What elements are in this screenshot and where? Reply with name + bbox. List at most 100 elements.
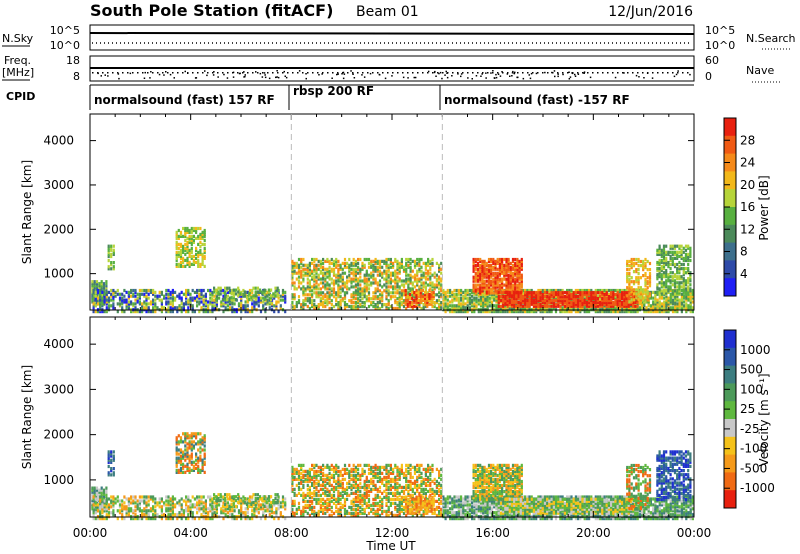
power-cell: [496, 283, 499, 287]
power-cell: [477, 298, 480, 302]
power-cell: [632, 295, 635, 299]
power-cell: [378, 299, 382, 303]
power-cell: [240, 298, 243, 302]
velocity-cell: [123, 507, 126, 511]
power-cell: [92, 290, 95, 294]
power-cell: [626, 261, 629, 266]
nave-dot: [617, 72, 619, 74]
power-cell: [295, 261, 298, 265]
velocity-cell: [145, 509, 148, 513]
power-cell: [343, 293, 347, 297]
power-cell: [428, 292, 431, 297]
velocity-cell: [91, 490, 94, 494]
velocity-cell: [127, 513, 130, 517]
power-cell: [543, 288, 547, 293]
power-cell: [229, 288, 232, 293]
power-cell: [630, 290, 633, 294]
power-cell: [638, 306, 641, 310]
power-cell: [207, 304, 210, 308]
power-cell: [601, 310, 604, 314]
power-cell: [201, 258, 204, 262]
power-cell: [621, 310, 624, 314]
power-cell: [328, 271, 331, 275]
power-cell: [175, 242, 178, 246]
power-cell: [654, 302, 657, 306]
power-cell: [682, 283, 685, 287]
power-cell: [490, 279, 493, 283]
power-cell: [492, 265, 495, 269]
power-cell: [415, 292, 418, 297]
power-cell: [348, 299, 351, 303]
power-cell: [660, 252, 663, 256]
power-cell: [411, 290, 414, 295]
power-cell: [389, 259, 392, 263]
power-cell: [250, 296, 253, 300]
power-cell: [337, 273, 340, 277]
power-cell: [405, 297, 408, 301]
power-cell: [330, 299, 333, 303]
power-cell: [644, 284, 647, 288]
power-cell: [308, 261, 311, 265]
power-cell: [394, 287, 397, 291]
power-cell: [483, 263, 486, 267]
power-cell: [496, 279, 499, 283]
power-cell: [514, 263, 517, 267]
power-cell: [169, 300, 172, 304]
power-cell: [378, 289, 382, 293]
velocity-cell: [138, 507, 141, 511]
power-cell: [199, 236, 202, 240]
power-cell: [621, 293, 624, 297]
power-cell: [687, 287, 690, 291]
power-cell: [541, 293, 544, 297]
power-cell: [350, 271, 353, 275]
power-cell: [94, 298, 97, 302]
power-cell: [107, 304, 111, 308]
power-cell: [370, 261, 373, 265]
power-cell: [570, 300, 573, 304]
power-cell: [352, 263, 355, 267]
power-cell: [507, 289, 510, 293]
power-cell: [691, 294, 694, 298]
power-cell: [145, 294, 148, 298]
power-cell: [354, 259, 357, 263]
power-cell: [546, 288, 549, 293]
power-cell: [518, 277, 521, 281]
power-cell: [516, 279, 519, 283]
power-cell: [291, 293, 294, 297]
power-cell: [107, 246, 110, 250]
power-cell: [557, 293, 560, 297]
power-cell: [691, 288, 694, 293]
power-cell: [507, 263, 510, 267]
power-cell: [685, 294, 688, 298]
power-cell: [689, 246, 692, 250]
power-cell: [451, 292, 454, 296]
velocity-cell: [121, 505, 124, 509]
power-cell: [381, 273, 384, 277]
power-cell: [324, 283, 327, 287]
power-cell: [596, 294, 600, 298]
power-cell: [687, 294, 690, 298]
power-cell: [484, 296, 487, 300]
power-cell: [405, 295, 408, 299]
power-cell: [322, 273, 325, 277]
power-cell: [424, 263, 427, 267]
nave-dot: [202, 72, 204, 74]
power-cell: [398, 297, 401, 301]
power-cell: [627, 295, 630, 299]
power-cell: [354, 275, 357, 279]
power-cell: [177, 246, 180, 250]
power-cell: [673, 265, 677, 269]
velocity-cell: [121, 499, 124, 503]
power-cell: [352, 285, 355, 289]
power-cell: [449, 300, 452, 304]
power-cell: [424, 303, 427, 307]
power-cell: [455, 292, 458, 296]
power-cell: [648, 280, 652, 284]
power-cell: [383, 259, 386, 263]
power-cell: [431, 304, 434, 309]
power-cell: [123, 310, 126, 314]
power-cell: [673, 244, 677, 248]
power-cell: [665, 252, 668, 256]
power-cell: [143, 302, 146, 306]
nave-dot: [147, 72, 149, 74]
